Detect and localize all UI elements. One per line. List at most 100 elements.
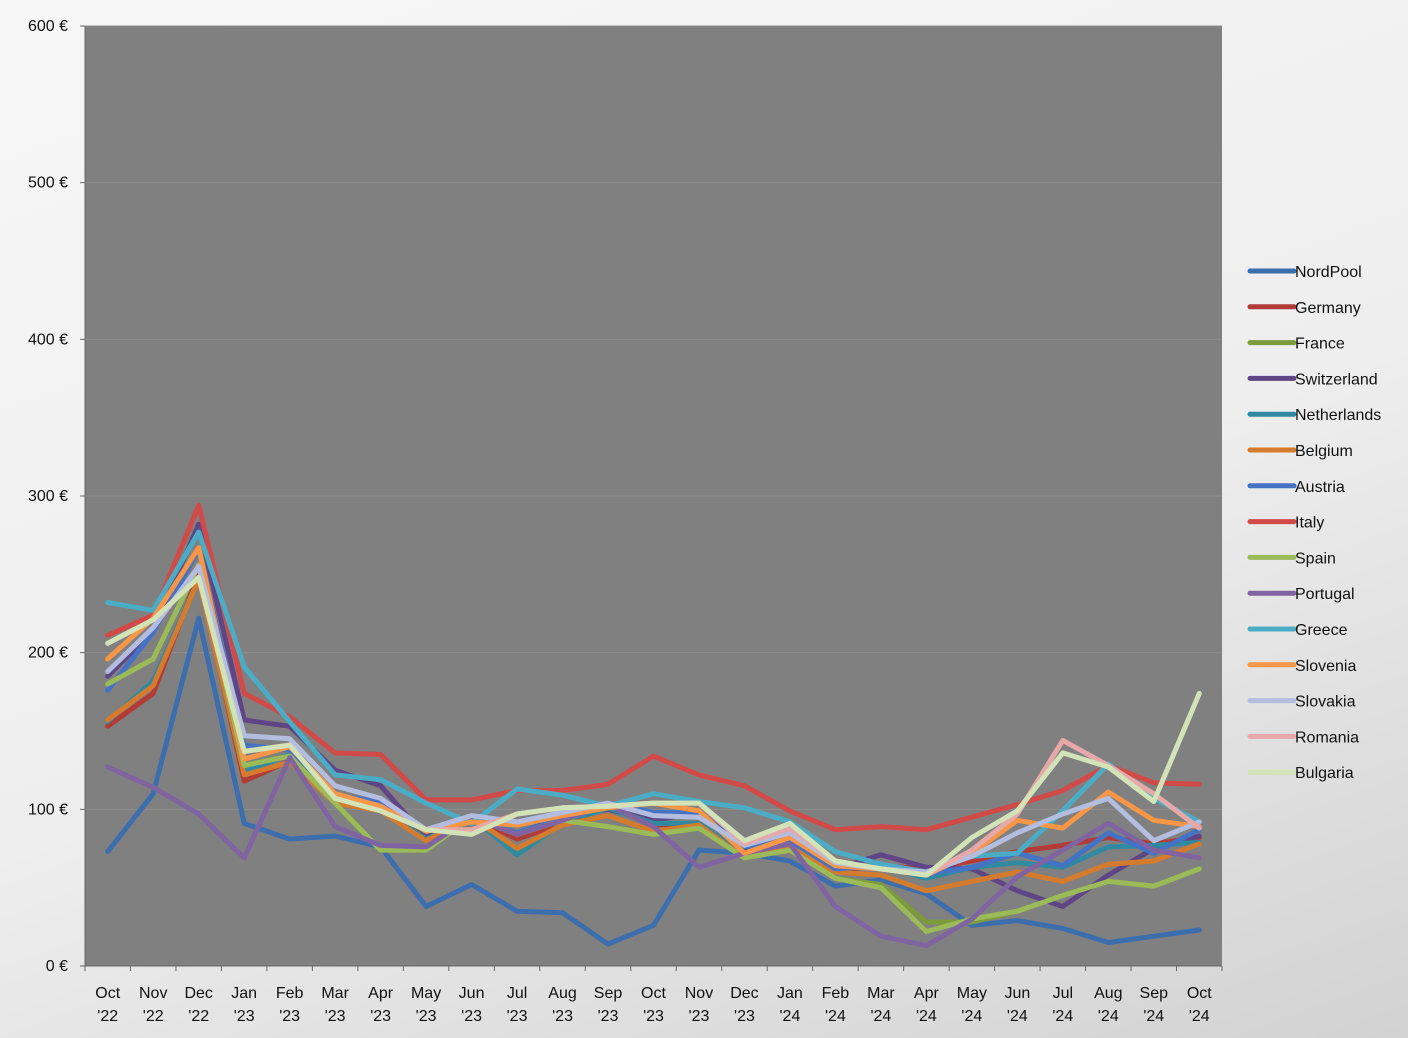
legend: NordPool Germany France Switzerland Netherla… xyxy=(1247,264,1381,782)
x-axis: Oct '22 Nov '22 Dec '22 Jan '23 Feb '23 Mar '23 Apr '… xyxy=(84,965,1223,1025)
y-tick-label: 500 € xyxy=(28,175,68,192)
x-tick-month: Feb xyxy=(276,985,304,1002)
x-tick-month: Jun xyxy=(1004,985,1030,1002)
x-tick-year: '23 xyxy=(643,1008,664,1025)
series-line-bulgaria xyxy=(105,575,1202,878)
series-line-italy xyxy=(105,502,1202,833)
x-tick-year: '23 xyxy=(598,1008,619,1025)
x-tick-label: Nov '23 xyxy=(685,985,713,1025)
x-tick-year: '23 xyxy=(734,1008,755,1025)
x-tick-month: Dec xyxy=(184,985,212,1002)
x-tick-label: May '23 xyxy=(411,985,441,1025)
x-tick-year: '24 xyxy=(1098,1008,1119,1025)
x-tick-year: '23 xyxy=(416,1008,437,1025)
series-line-greece xyxy=(105,529,1202,875)
x-tick-label: Feb '24 xyxy=(822,985,850,1025)
x-tick-month: Feb xyxy=(822,985,850,1002)
x-tick-month: Sep xyxy=(594,985,623,1002)
x-tick-month: Apr xyxy=(368,985,394,1002)
legend-label-belgium: Belgium xyxy=(1295,443,1353,460)
x-tick-month: Jul xyxy=(507,985,527,1002)
x-tick-label: Apr '23 xyxy=(368,985,394,1025)
x-tick-label: Sep '24 xyxy=(1140,985,1169,1025)
x-tick-month: Oct xyxy=(95,985,120,1002)
x-tick-year: '23 xyxy=(689,1008,710,1025)
x-tick-label: Dec '22 xyxy=(184,985,212,1025)
x-tick-month: Sep xyxy=(1140,985,1169,1002)
x-tick-year: '23 xyxy=(370,1008,391,1025)
x-tick-label: Apr '24 xyxy=(914,985,940,1025)
y-tick-label: 300 € xyxy=(28,488,68,505)
x-tick-label: Oct '24 xyxy=(1187,985,1212,1025)
x-tick-label: Dec '23 xyxy=(730,985,758,1025)
x-tick-month: Jan xyxy=(777,985,803,1002)
x-tick-month: Mar xyxy=(867,985,895,1002)
x-tick-year: '23 xyxy=(507,1008,528,1025)
x-tick-month: Dec xyxy=(730,985,758,1002)
legend-label-romania: Romania xyxy=(1295,729,1359,746)
x-tick-year: '24 xyxy=(1189,1008,1210,1025)
x-tick-year: '23 xyxy=(279,1008,300,1025)
series-line-nordpool xyxy=(105,615,1202,947)
x-tick-year: '24 xyxy=(1052,1008,1073,1025)
legend-label-austria: Austria xyxy=(1295,479,1345,496)
x-tick-year: '23 xyxy=(552,1008,573,1025)
y-tick-label: 100 € xyxy=(28,801,68,818)
y-axis: 0 € 100 € 200 € 300 € 400 € 500 € 600 € xyxy=(28,18,86,975)
x-tick-label: Aug '24 xyxy=(1094,985,1122,1025)
x-tick-year: '24 xyxy=(825,1008,846,1025)
legend-label-france: France xyxy=(1295,336,1345,353)
x-tick-year: '24 xyxy=(916,1008,937,1025)
y-tick-label: 0 € xyxy=(46,958,68,975)
x-tick-year: '23 xyxy=(325,1008,346,1025)
x-tick-month: Mar xyxy=(321,985,349,1002)
x-tick-month: Nov xyxy=(139,985,167,1002)
legend-label-italy: Italy xyxy=(1295,515,1324,532)
legend-label-switzerland: Switzerland xyxy=(1295,371,1378,388)
x-tick-label: Oct '23 xyxy=(641,985,666,1025)
x-tick-label: Oct '22 xyxy=(95,985,120,1025)
x-tick-year: '24 xyxy=(1007,1008,1028,1025)
x-tick-month: Aug xyxy=(548,985,576,1002)
gridlines xyxy=(85,25,1222,810)
series-lines xyxy=(105,502,1202,949)
y-tick-label: 400 € xyxy=(28,331,68,348)
x-tick-label: Nov '22 xyxy=(139,985,167,1025)
x-tick-label: Jul '23 xyxy=(507,985,528,1025)
x-tick-label: Mar '24 xyxy=(867,985,895,1025)
x-tick-year: '24 xyxy=(1143,1008,1164,1025)
x-tick-year: '23 xyxy=(234,1008,255,1025)
x-tick-label: Jan '24 xyxy=(777,985,803,1025)
legend-label-spain: Spain xyxy=(1295,550,1336,567)
x-tick-year: '23 xyxy=(461,1008,482,1025)
legend-label-slovenia: Slovenia xyxy=(1295,658,1356,675)
x-tick-month: Jul xyxy=(1053,985,1073,1002)
x-tick-month: Nov xyxy=(685,985,713,1002)
x-tick-month: Jun xyxy=(459,985,485,1002)
x-tick-month: Apr xyxy=(914,985,940,1002)
x-tick-year: '22 xyxy=(188,1008,209,1025)
x-tick-label: Jul '24 xyxy=(1052,985,1073,1025)
x-tick-year: '22 xyxy=(97,1008,118,1025)
x-tick-label: Jan '23 xyxy=(231,985,257,1025)
x-tick-month: May xyxy=(411,985,441,1002)
x-tick-year: '24 xyxy=(961,1008,982,1025)
series-line-portugal xyxy=(105,755,1202,949)
series-line-switzerland xyxy=(105,521,1202,909)
legend-label-slovakia: Slovakia xyxy=(1295,694,1356,711)
x-tick-year: '24 xyxy=(870,1008,891,1025)
x-tick-month: Oct xyxy=(641,985,666,1002)
series-line-slovakia xyxy=(105,564,1202,875)
legend-label-netherlands: Netherlands xyxy=(1295,407,1381,424)
legend-label-germany: Germany xyxy=(1295,300,1361,317)
x-tick-label: May '24 xyxy=(957,985,987,1025)
x-tick-month: Jan xyxy=(231,985,257,1002)
legend-label-greece: Greece xyxy=(1295,622,1348,639)
x-tick-month: May xyxy=(957,985,987,1002)
x-tick-year: '22 xyxy=(143,1008,164,1025)
legend-label-nordpool: NordPool xyxy=(1295,264,1362,281)
x-tick-year: '24 xyxy=(780,1008,801,1025)
x-tick-label: Aug '23 xyxy=(548,985,576,1025)
x-tick-label: Feb '23 xyxy=(276,985,304,1025)
